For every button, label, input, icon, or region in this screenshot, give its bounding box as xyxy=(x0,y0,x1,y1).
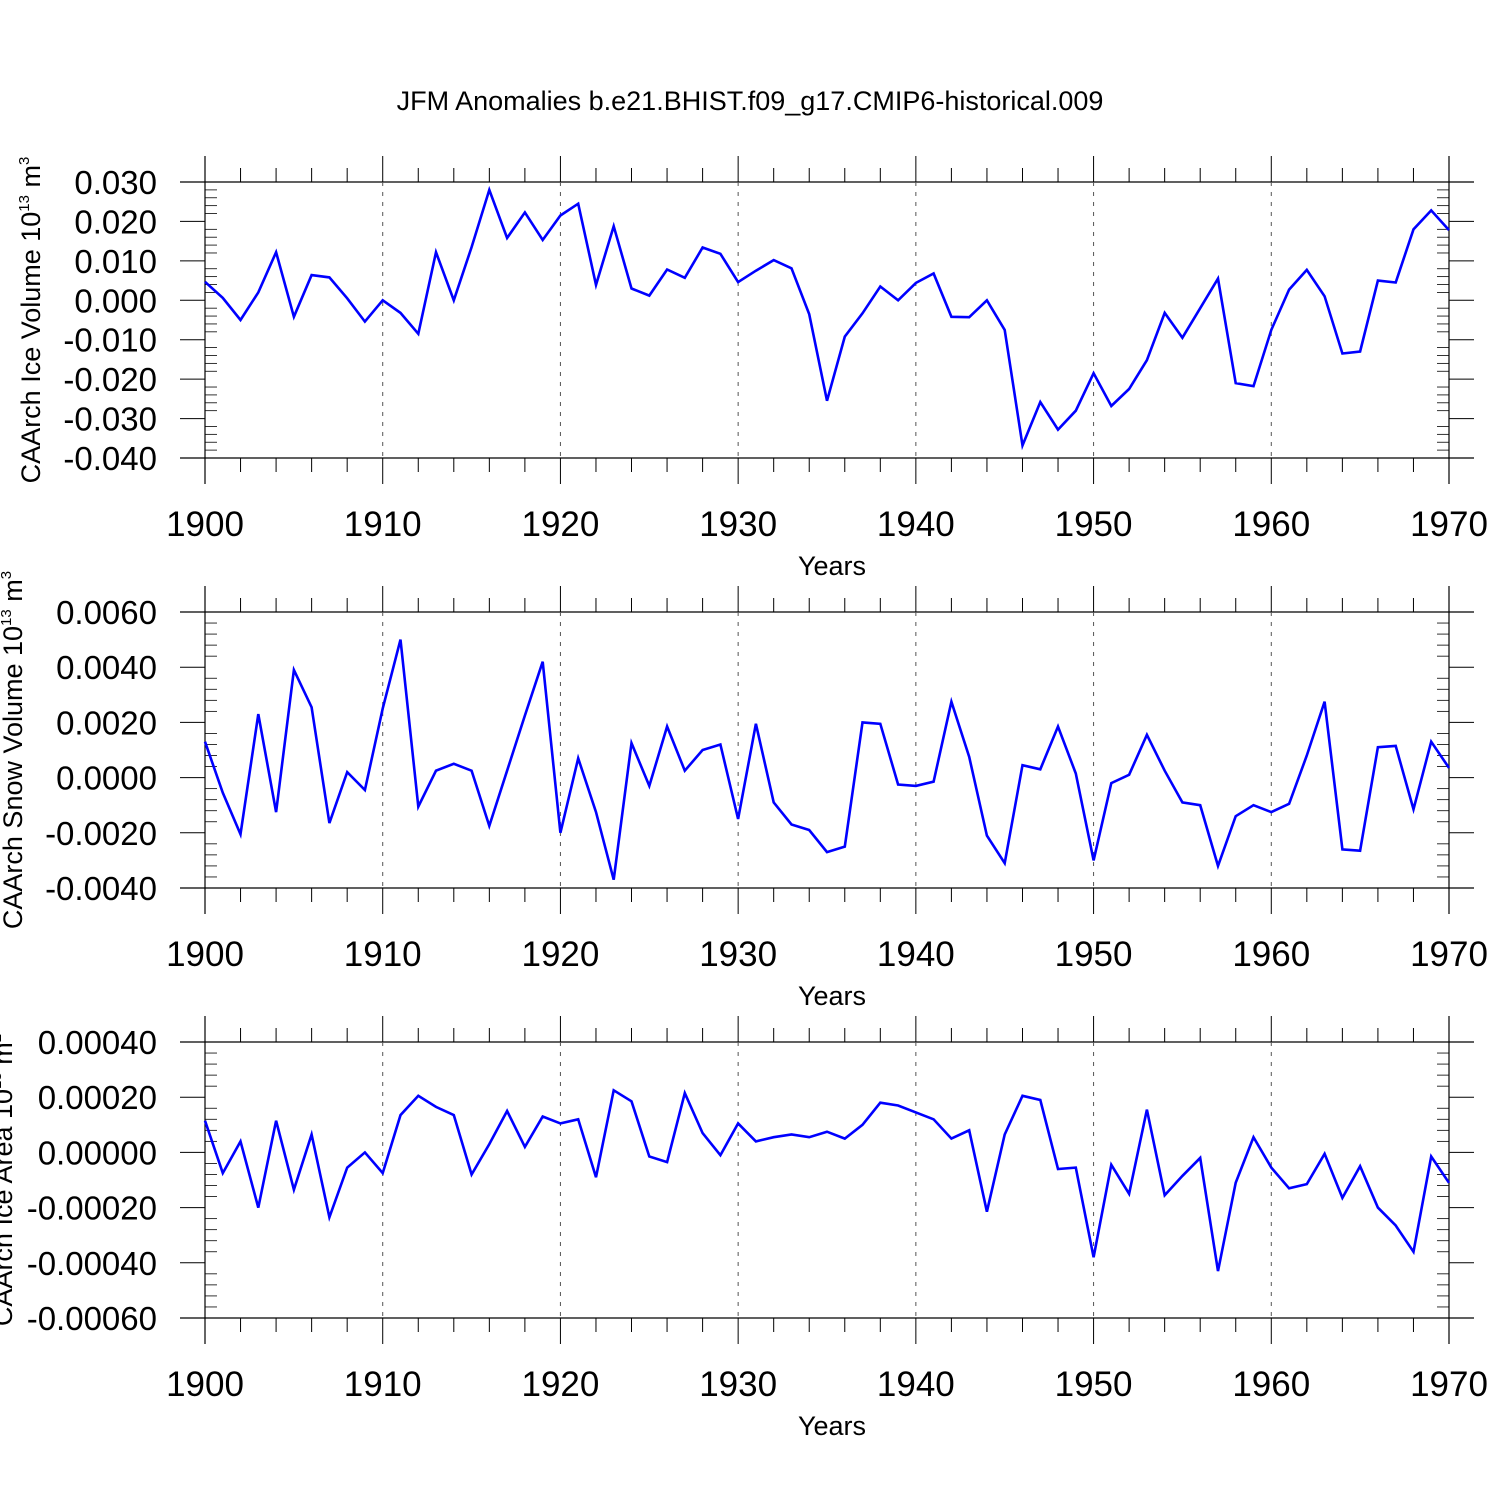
ytick-label: 0.00040 xyxy=(38,1024,157,1061)
ytick-label: -0.030 xyxy=(63,401,157,438)
y-axis-label-exponent: 13 xyxy=(0,1072,5,1089)
xtick-label: 1940 xyxy=(877,935,955,974)
panel-3: 1900 1910 1920 1930 1940 1950 1960 1970 -0.00060… xyxy=(0,1016,1488,1441)
xtick-label: 1950 xyxy=(1055,505,1133,544)
xtick-label: 1910 xyxy=(344,1365,422,1404)
y-axis-label-unit: m xyxy=(16,165,46,195)
y-axis-label-exponent: 13 xyxy=(16,195,33,212)
y-axis-label-unit-exponent: 2 xyxy=(0,1034,5,1042)
y-axis-label-exponent: 13 xyxy=(0,609,15,626)
ytick-label: -0.00040 xyxy=(27,1245,157,1282)
y-axis-label-unit-exponent: 3 xyxy=(16,157,33,165)
y-axis-label-unit-exponent: 3 xyxy=(0,571,15,579)
xtick-label: 1900 xyxy=(166,935,244,974)
ytick-label: -0.020 xyxy=(63,361,157,398)
x-axis-label: Years xyxy=(798,981,866,1011)
xtick-label: 1900 xyxy=(166,1365,244,1404)
xtick-label: 1930 xyxy=(699,505,777,544)
xtick-label: 1960 xyxy=(1232,935,1310,974)
y-axis-label-text: CAArch Ice Volume 10 xyxy=(16,212,46,484)
ytick-label: -0.040 xyxy=(63,440,157,477)
ytick-label: 0.030 xyxy=(74,164,157,201)
series-line xyxy=(203,639,1451,881)
ytick-label: -0.010 xyxy=(63,322,157,359)
xtick-label: 1930 xyxy=(699,1365,777,1404)
ytick-label: -0.00020 xyxy=(27,1190,157,1227)
ytick-label: 0.0040 xyxy=(56,649,157,686)
ytick-label: -0.00060 xyxy=(27,1300,157,1337)
ytick-label: 0.00020 xyxy=(38,1079,157,1116)
xtick-label: 1910 xyxy=(344,505,422,544)
xtick-label: 1960 xyxy=(1232,505,1310,544)
xtick-label: 1950 xyxy=(1055,935,1133,974)
ytick-label: 0.020 xyxy=(74,203,157,240)
ytick-label: -0.0040 xyxy=(45,870,157,907)
xtick-label: 1900 xyxy=(166,505,244,544)
xtick-label: 1970 xyxy=(1410,505,1488,544)
xtick-label: 1950 xyxy=(1055,1365,1133,1404)
ytick-label: 0.0020 xyxy=(56,704,157,741)
y-axis-label-text: CAArch Ice Area 10 xyxy=(0,1089,18,1326)
x-axis-label: Years xyxy=(798,1411,866,1441)
y-axis-label-unit: m xyxy=(0,579,28,609)
x-axis-label: Years xyxy=(798,551,866,581)
y-axis-label-unit: m xyxy=(0,1042,18,1072)
xtick-label: 1910 xyxy=(344,935,422,974)
figure-title: JFM Anomalies b.e21.BHIST.f09_g17.CMIP6-… xyxy=(397,86,1104,116)
series-line xyxy=(204,185,1450,451)
panels: 1900 1910 1920 1930 1940 1950 1960 1970-0.040-0… xyxy=(0,156,1488,1441)
y-axis-label-text: CAArch Snow Volume 10 xyxy=(0,626,28,929)
y-axis-label: CAArch Ice Volume 1013 m3 xyxy=(16,157,46,484)
xtick-label: 1930 xyxy=(699,935,777,974)
ytick-label: 0.0000 xyxy=(56,760,157,797)
ytick-label: 0.010 xyxy=(74,243,157,280)
xtick-label: 1940 xyxy=(877,505,955,544)
xtick-label: 1960 xyxy=(1232,1365,1310,1404)
panel-2: 1900 1910 1920 1930 1940 1950 1960 1970 -0.0040 -… xyxy=(0,571,1488,1011)
y-axis-label: CAArch Ice Area 1013 m2 xyxy=(0,1034,18,1326)
xtick-label: 1920 xyxy=(521,935,599,974)
xtick-label: 1940 xyxy=(877,1365,955,1404)
y-axis-label: CAArch Snow Volume 1013 m3 xyxy=(0,571,28,929)
series-line xyxy=(203,1088,1451,1272)
ytick-label: -0.0020 xyxy=(45,815,157,852)
ytick-label: 0.00000 xyxy=(38,1134,157,1171)
ytick-label: 0.000 xyxy=(74,282,157,319)
xtick-label: 1920 xyxy=(521,505,599,544)
panel-1: 1900 1910 1920 1930 1940 1950 1960 1970-0.040-0… xyxy=(16,156,1488,581)
xtick-label: 1920 xyxy=(521,1365,599,1404)
xtick-label: 1970 xyxy=(1410,1365,1488,1404)
xtick-label: 1970 xyxy=(1410,935,1488,974)
ytick-label: 0.0060 xyxy=(56,594,157,631)
